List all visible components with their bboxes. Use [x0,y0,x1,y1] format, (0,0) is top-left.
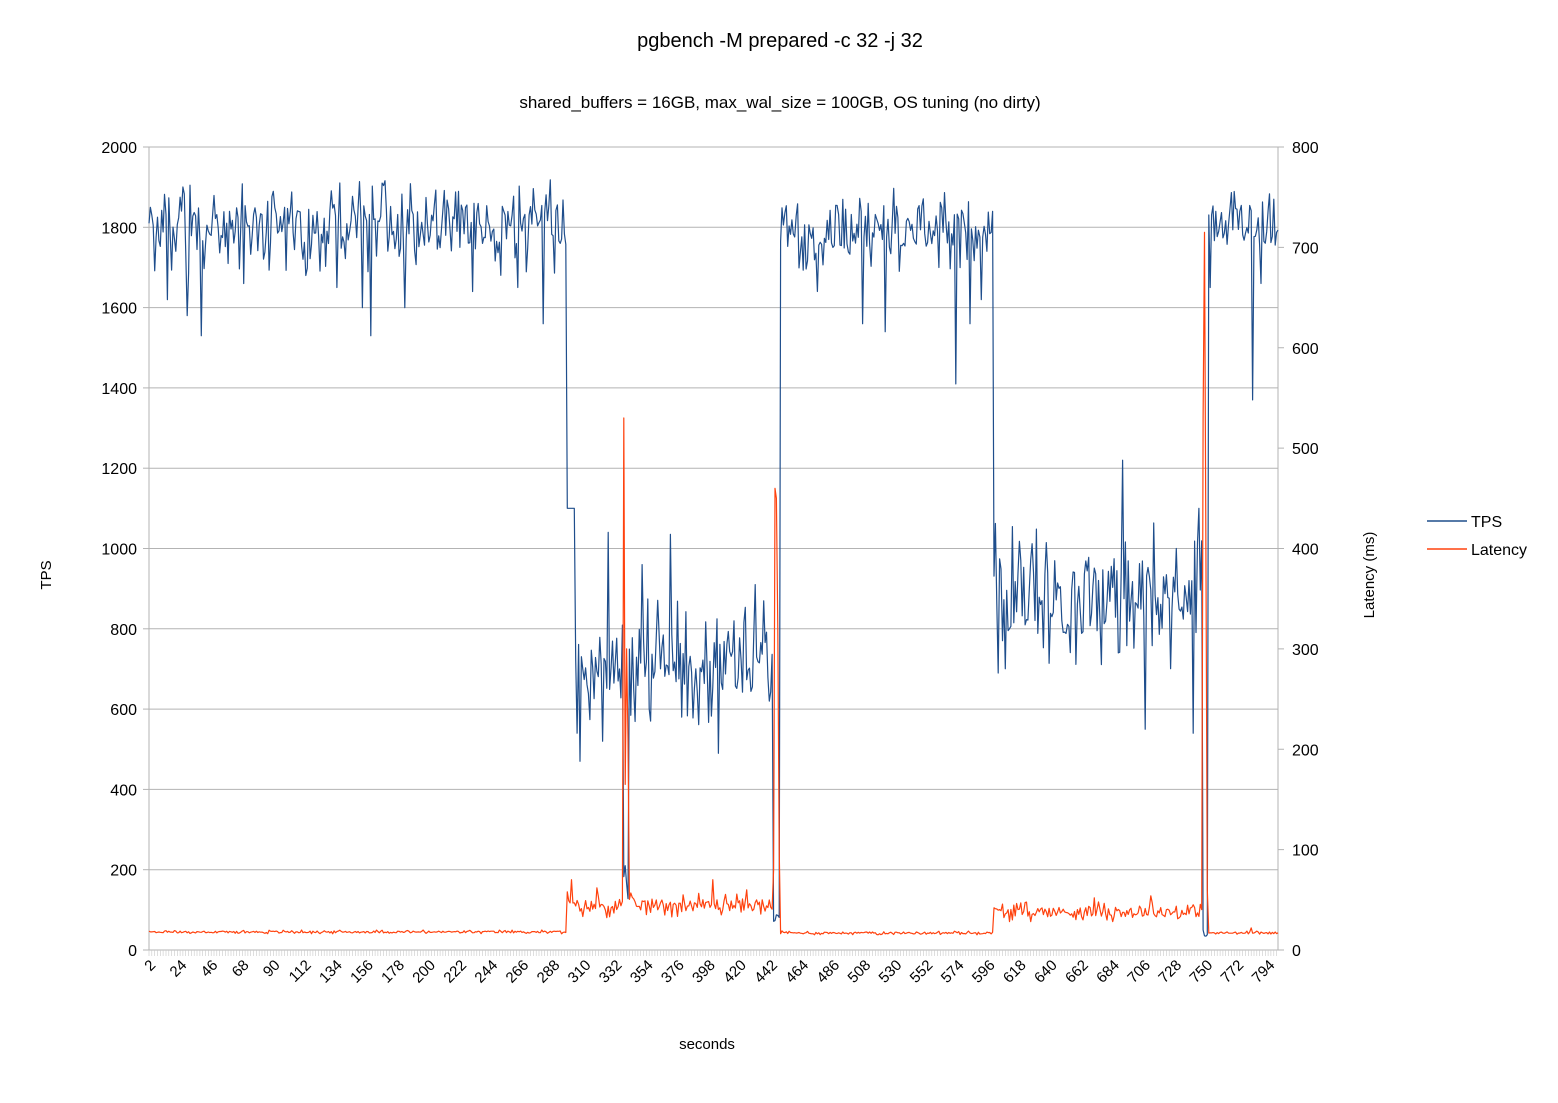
x-axis-label: seconds [679,1036,735,1053]
right-tick-label: 600 [1292,341,1319,358]
left-tick-label: 1000 [101,542,137,559]
x-tick-label: 508 [845,957,875,987]
left-tick-label: 1400 [101,381,137,398]
x-tick-label: 134 [316,957,346,987]
x-tick-label: 750 [1186,957,1216,987]
x-tick-label: 46 [198,957,222,981]
left-tick-label: 200 [110,863,137,880]
x-minor-ticks [148,950,1277,956]
x-tick-label: 552 [907,957,937,987]
x-tick-label: 794 [1249,957,1279,987]
y-axis-left-label: TPS [38,560,55,589]
x-tick-label: 706 [1124,957,1154,987]
x-tick-label: 728 [1155,957,1185,987]
x-tick-label: 244 [471,957,501,987]
legend-label-latency: Latency [1471,542,1527,559]
x-tick-label: 772 [1218,957,1248,987]
x-tick-label: 530 [876,957,906,987]
x-tick-label: 376 [658,957,688,987]
x-tick-label: 112 [286,957,315,986]
right-tick-label: 400 [1292,542,1319,559]
chart-title: pgbench -M prepared -c 32 -j 32 [637,30,923,52]
x-tick-label: 464 [782,957,812,987]
chart-subtitle: shared_buffers = 16GB, max_wal_size = 10… [519,93,1040,112]
right-tick-label: 100 [1292,843,1319,860]
x-tick-label: 200 [409,957,439,987]
grid-lines [149,146,1278,871]
x-tick-label: 90 [260,957,284,981]
left-tick-label: 400 [110,782,137,799]
x-tick-label: 684 [1093,957,1123,987]
legend: TPS Latency [1427,514,1527,559]
left-tick-label: 1200 [101,461,137,478]
legend-label-tps: TPS [1471,514,1502,531]
series-layer [148,179,1279,937]
x-tick-label: 442 [751,957,781,987]
x-tick-label: 310 [565,957,595,987]
x-tick-label: 178 [378,957,408,987]
left-tick-label: 600 [110,702,137,719]
left-tick-label: 2000 [101,140,137,157]
x-tick-label: 24 [167,957,191,981]
x-tick-label: 596 [969,957,999,987]
right-tick-label: 300 [1292,642,1319,659]
x-tick-label: 68 [229,957,253,981]
right-tick-label: 200 [1292,742,1319,759]
x-tick-label: 486 [813,957,843,987]
right-tick-label: 800 [1292,140,1319,157]
left-axis-ticks: 0 200 400 600 800 1000 1200 1400 1600 1800 2000 [101,140,149,960]
right-tick-label: 500 [1292,441,1319,458]
right-tick-label: 700 [1292,240,1319,257]
left-tick-label: 1800 [101,220,137,237]
x-tick-label: 398 [689,957,719,987]
x-tick-label: 332 [596,957,626,987]
series-line-latency [148,231,1279,936]
x-axis-ticks: 2 24 46 68 90 112 134 156 178 200 222 244 266 288 310 3… [141,950,1278,987]
x-tick-label: 156 [347,957,377,987]
x-tick-label: 574 [938,957,968,987]
x-tick-label: 266 [503,957,533,987]
y-axis-right-label: Latency (ms) [1361,532,1378,619]
x-tick-label: 420 [720,957,750,987]
x-tick-label: 662 [1062,957,1092,987]
x-tick-label: 222 [440,957,470,987]
x-tick-label: 288 [534,957,564,987]
x-tick-label: 2 [141,957,159,975]
x-tick-label: 354 [627,957,657,987]
left-tick-label: 800 [110,622,137,639]
series-line-tps [148,179,1279,937]
left-tick-label: 0 [128,943,137,960]
right-axis-ticks: 0 100 200 300 400 500 600 700 800 [1278,140,1319,960]
right-tick-label: 0 [1292,943,1301,960]
left-tick-label: 1600 [101,301,137,318]
x-tick-label: 640 [1031,957,1061,987]
x-tick-label: 618 [1000,957,1030,987]
